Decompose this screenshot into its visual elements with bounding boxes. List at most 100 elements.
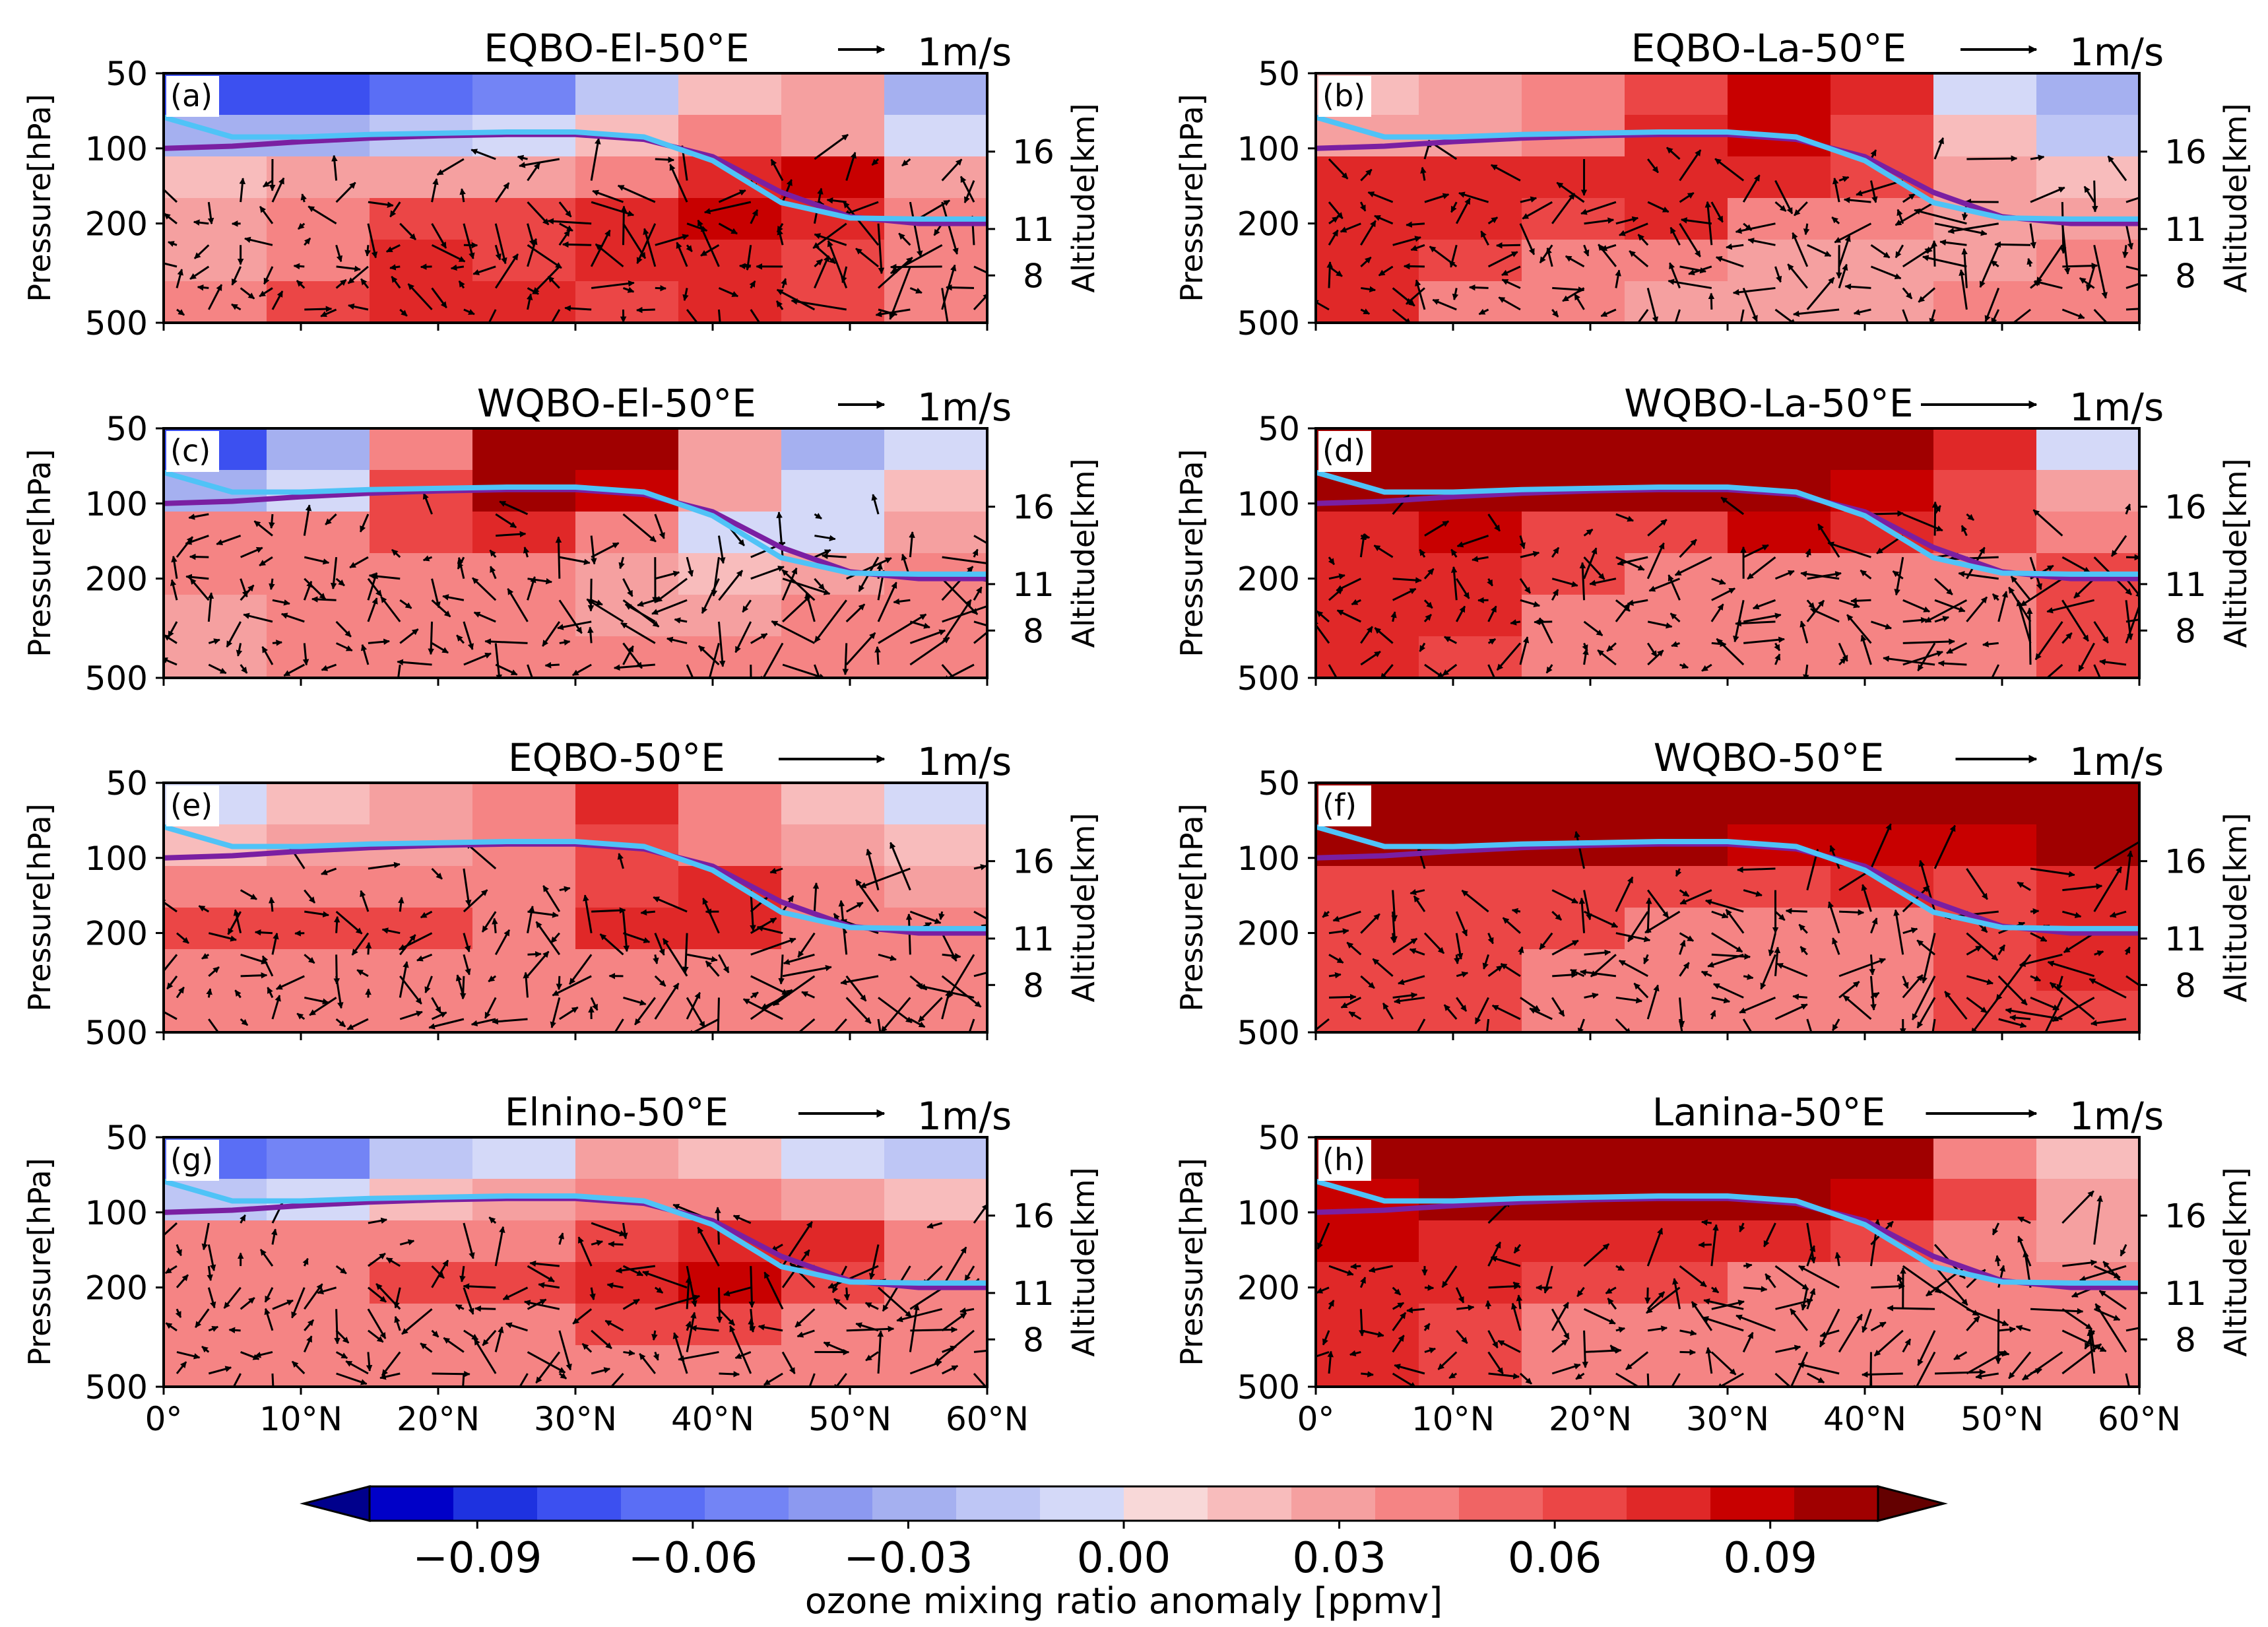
wind-vector (1606, 642, 1617, 652)
wind-vector (686, 222, 708, 232)
reference-vector-label: 1m/s (2069, 1094, 2164, 1139)
wind-vector (1627, 599, 1648, 606)
wind-vector (1708, 292, 1715, 310)
wind-vector (2030, 186, 2065, 203)
heatmap-cell (1728, 156, 1831, 199)
wind-vector (1420, 166, 1427, 181)
y-axis-label: Pressure[hPa] (1174, 1158, 1210, 1366)
heatmap-cell (884, 512, 987, 554)
wind-vector (1455, 605, 1466, 622)
wind-vector (1838, 176, 1850, 182)
wind-vector (1647, 201, 1669, 213)
pressure-tick-label: 100 (1237, 840, 1300, 878)
wind-vector (1838, 657, 1847, 666)
wind-vector (304, 237, 311, 246)
x-tick-label: 60°N (2098, 1400, 2181, 1438)
wind-vector (1735, 620, 1776, 627)
heatmap-cell (2036, 1220, 2139, 1263)
colorbar-segment (1040, 1486, 1124, 1521)
heatmap-cell (472, 908, 576, 950)
wind-vector (1934, 578, 1953, 596)
wind-vector (1646, 642, 1658, 657)
colorbar-extend-high (1877, 1485, 1948, 1522)
wind-vector (1892, 570, 1904, 580)
heatmap-cell (472, 553, 576, 595)
wind-vector (436, 158, 465, 176)
colorbar-segment (621, 1486, 705, 1521)
wind-vector (2020, 578, 2063, 607)
wind-vector (368, 861, 401, 870)
wind-vector (622, 578, 633, 597)
wind-vector (1933, 137, 1944, 160)
wind-vector (1668, 279, 1712, 289)
wind-vector (1350, 1263, 1361, 1270)
panel-label-box (1318, 76, 1371, 117)
wind-vector (207, 284, 223, 310)
wind-vector (1966, 155, 2018, 162)
wind-vector (189, 265, 210, 280)
wind-vector (874, 646, 881, 665)
wind-vector (591, 201, 635, 217)
wind-vector (488, 309, 497, 323)
panel-label: (h) (1322, 1142, 1365, 1178)
wind-vector (542, 621, 561, 647)
wind-vector (494, 929, 511, 956)
wind-vector (1792, 308, 1840, 317)
wind-vector (397, 659, 432, 666)
wind-vector (2016, 599, 2032, 644)
colorbar-segment (1375, 1486, 1460, 1521)
wind-vector (1701, 663, 1712, 672)
wind-vector (871, 494, 880, 515)
wind-vector (1455, 197, 1471, 224)
wind-vector (1735, 222, 1776, 234)
colorbar-segment (789, 1486, 873, 1521)
heatmap-cell (267, 281, 370, 323)
heatmap-cell (884, 73, 987, 116)
wind-vector (459, 188, 466, 203)
y2-axis-label: Altitude[km] (2218, 813, 2253, 1002)
wind-vector (2062, 262, 2098, 269)
wind-vector (1520, 599, 1541, 607)
heatmap-cell (678, 1304, 782, 1346)
wind-vector (697, 219, 720, 267)
heatmap-cell (1316, 281, 1419, 323)
heatmap-cell (781, 595, 885, 637)
wind-vector (1360, 168, 1373, 182)
wind-vector (527, 576, 536, 601)
wind-vector (416, 953, 433, 962)
heatmap-cell (781, 866, 885, 908)
wind-vector (431, 287, 447, 309)
x-tick-label: 50°N (808, 1400, 891, 1438)
wind-vector (1671, 641, 1681, 647)
wind-vector (1917, 642, 1936, 672)
wind-vector (855, 248, 879, 268)
wind-vector (559, 556, 591, 565)
wind-vector (1316, 620, 1330, 644)
wind-vector (1423, 568, 1435, 580)
x-tick-label: 30°N (534, 1400, 617, 1438)
heatmap-cell (884, 240, 987, 282)
wind-vector (1918, 287, 1936, 303)
pressure-tick-label: 100 (1237, 1194, 1300, 1232)
x-tick-label: 30°N (1686, 1400, 1769, 1438)
wind-vector (1487, 605, 1497, 622)
heatmap-cell (1728, 73, 1831, 116)
wind-vector (1583, 528, 1594, 537)
wind-vector (231, 266, 242, 286)
wind-vector (708, 643, 720, 678)
wind-vector (261, 955, 274, 977)
heatmap-cell (370, 949, 473, 991)
wind-vector (380, 596, 401, 622)
wind-vector (877, 223, 885, 275)
heatmap-cell (1419, 949, 1522, 991)
heatmap-cell (472, 428, 576, 471)
wind-vector (346, 1018, 369, 1030)
wind-vector (2034, 279, 2063, 289)
wind-vector (568, 954, 593, 985)
wind-vector (686, 556, 694, 577)
heatmap-cell (1831, 73, 1934, 116)
wind-vector (2125, 308, 2139, 311)
wind-vector (391, 548, 401, 558)
colorbar-segment (872, 1486, 957, 1521)
wind-vector (590, 997, 599, 1011)
